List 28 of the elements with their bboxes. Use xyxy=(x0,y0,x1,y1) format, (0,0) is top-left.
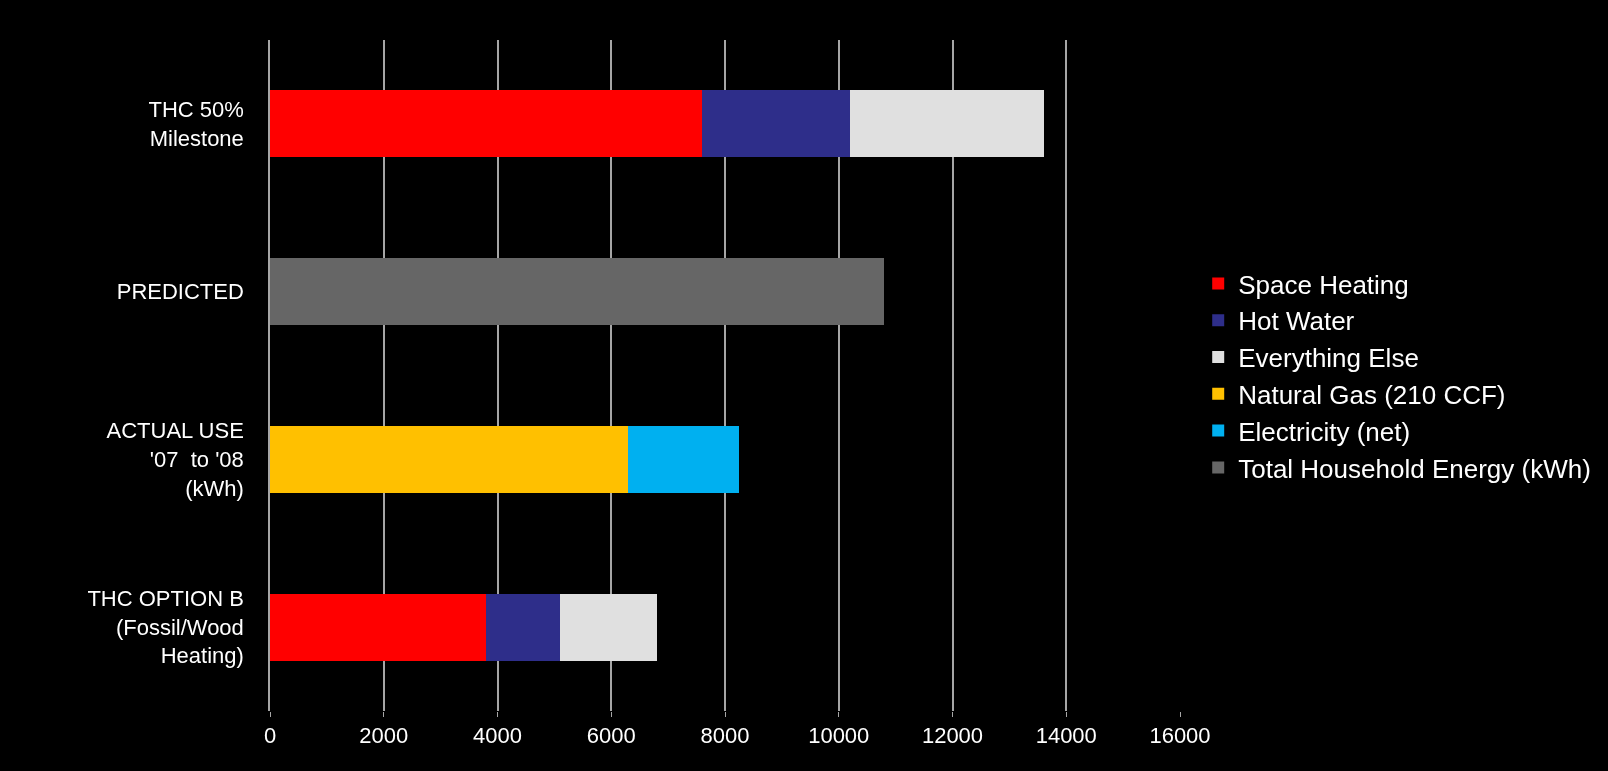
bar xyxy=(270,425,629,493)
x-tick-label: 12000 xyxy=(921,723,984,749)
x-tick-label: 8000 xyxy=(700,723,750,749)
x-tick-label: 2000 xyxy=(359,723,409,749)
legend-label: Natural Gas (210 CCF) xyxy=(1238,379,1506,410)
bar xyxy=(628,425,740,493)
x-tick-label: 16000 xyxy=(1149,723,1211,749)
bar xyxy=(270,258,885,326)
x-tick-label: 14000 xyxy=(1035,723,1097,749)
y-tick-label: THC OPTION B (Fossil/Wood Heating) xyxy=(87,586,244,669)
bar xyxy=(560,593,657,661)
bar xyxy=(850,90,1044,158)
legend-label: Hot Water xyxy=(1238,306,1355,337)
x-tick-label: 6000 xyxy=(586,723,636,749)
legend-label: Everything Else xyxy=(1238,343,1419,374)
bar xyxy=(702,90,851,158)
legend-label: Space Heating xyxy=(1238,269,1409,300)
x-tick-label: 10000 xyxy=(808,723,870,749)
bar xyxy=(270,90,703,158)
y-tick-label: PREDICTED xyxy=(116,279,244,305)
y-tick-label: THC 50% Milestone xyxy=(148,97,244,151)
y-tick-label: ACTUAL USE '07 to '08 (kWh) xyxy=(106,418,244,501)
legend-label: Electricity (net) xyxy=(1238,416,1411,447)
bar xyxy=(270,593,487,661)
x-tick-label: 4000 xyxy=(473,723,522,749)
x-tick-label: 0 xyxy=(263,723,277,749)
legend-label: Total Household Energy (kWh) xyxy=(1238,453,1591,484)
bar xyxy=(486,593,561,661)
